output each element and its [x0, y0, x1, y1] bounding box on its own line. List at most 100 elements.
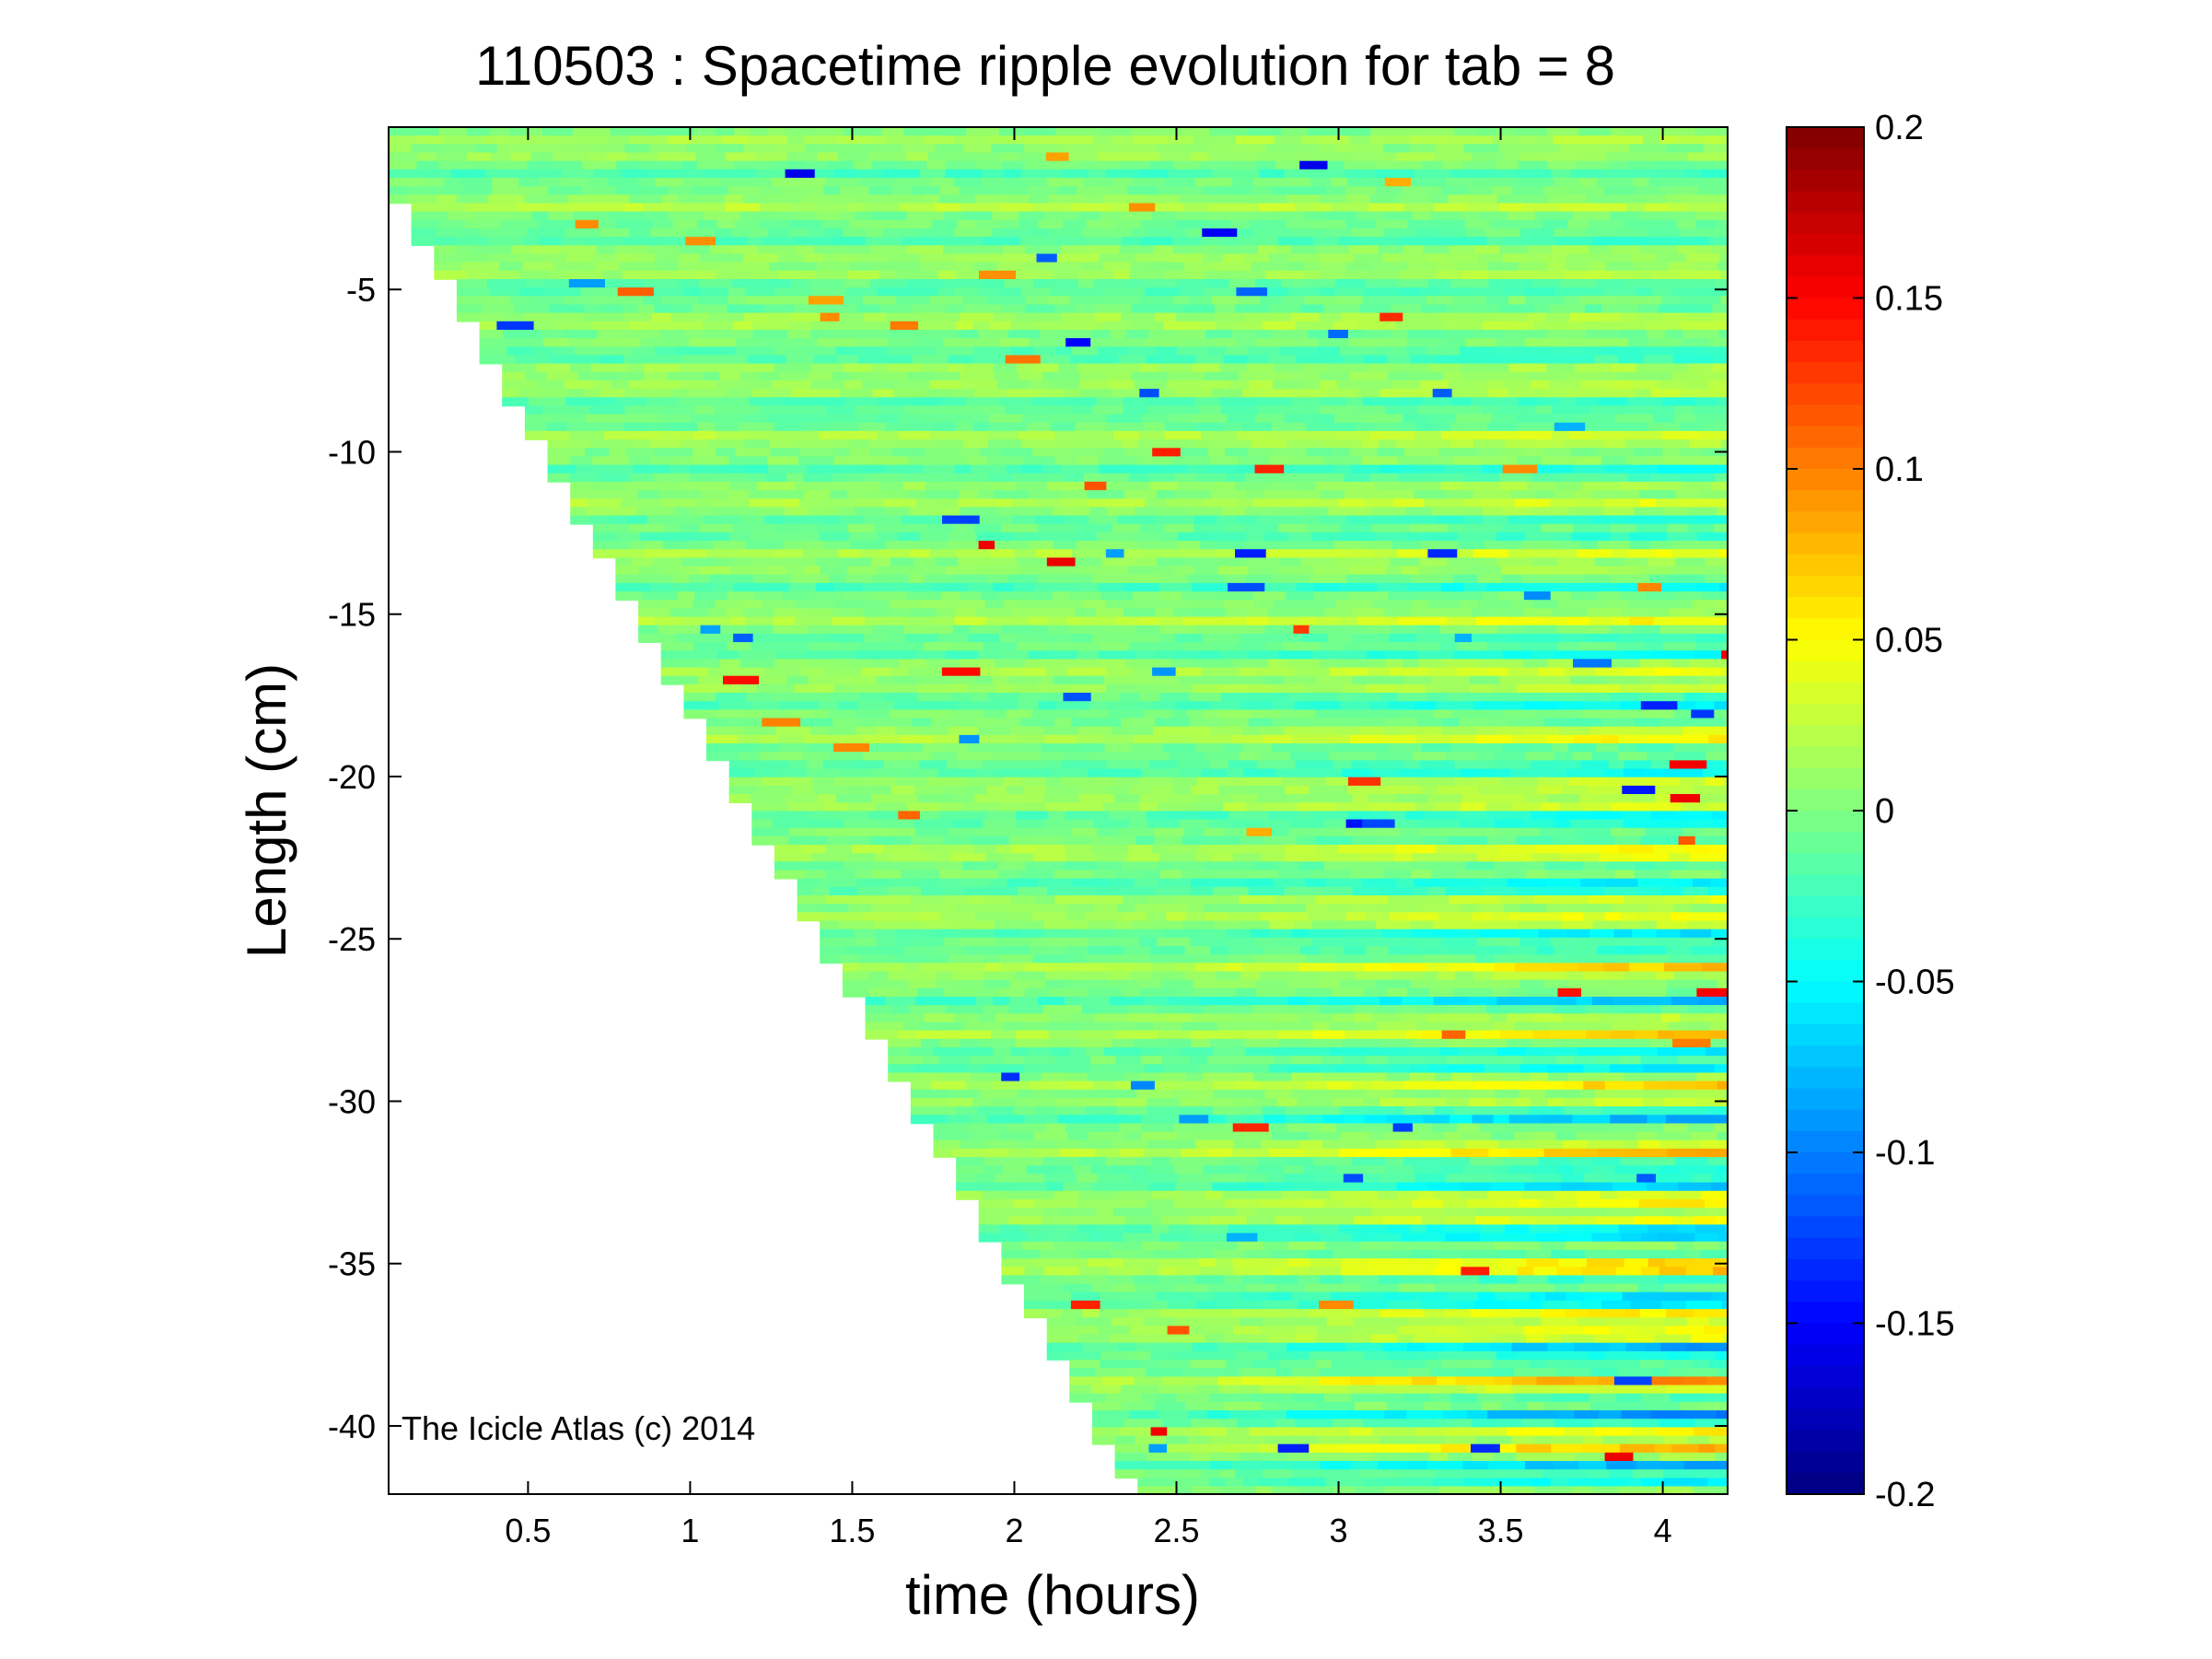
heatmap-cell: [1299, 160, 1329, 170]
heatmap-cell: [1200, 794, 1218, 803]
heatmap-cell: [1459, 718, 1490, 728]
heatmap-cell: [1605, 464, 1642, 474]
heatmap-cell: [1718, 330, 1729, 339]
heatmap-cell: [1424, 811, 1458, 821]
heatmap-cell: [1033, 1148, 1061, 1158]
heatmap-cell: [1664, 768, 1705, 778]
heatmap-cell: [1093, 144, 1123, 154]
heatmap-cell: [1089, 169, 1107, 179]
heatmap-cell: [825, 870, 856, 880]
heatmap-cell: [1686, 312, 1715, 322]
heatmap-cell: [956, 422, 973, 432]
heatmap-cell: [1612, 904, 1649, 914]
heatmap-cell: [690, 414, 717, 424]
heatmap-cell: [1612, 616, 1631, 626]
heatmap-cell: [738, 549, 774, 559]
heatmap-cell: [1428, 279, 1452, 288]
heatmap-cell: [728, 574, 755, 584]
heatmap-cell: [1327, 997, 1363, 1006]
heatmap-cell: [818, 878, 858, 888]
heatmap-cell: [1659, 135, 1679, 146]
heatmap-cell: [1193, 802, 1224, 812]
heatmap-cell: [1401, 937, 1421, 947]
heatmap-cell: [1123, 397, 1147, 407]
heatmap-cell: [1453, 987, 1493, 998]
heatmap-cell: [547, 473, 570, 483]
heatmap-cell: [1011, 904, 1036, 914]
heatmap-cell: [1659, 380, 1687, 390]
heatmap-cell: [1440, 481, 1461, 491]
heatmap-cell: [1173, 211, 1211, 221]
heatmap-cell: [1216, 616, 1249, 626]
heatmap-cell: [890, 608, 911, 618]
heatmap-cell: [1322, 1139, 1343, 1150]
heatmap-cell: [1004, 178, 1026, 187]
heatmap-cell: [657, 481, 682, 491]
heatmap-cell: [828, 709, 857, 719]
heatmap-cell: [1712, 683, 1729, 694]
heatmap-cell: [660, 675, 699, 685]
heatmap-cell: [1286, 219, 1311, 229]
heatmap-cell: [1378, 1005, 1398, 1015]
heatmap-cell: [935, 144, 964, 154]
heatmap-cell: [1319, 312, 1343, 322]
heatmap-cell: [1603, 886, 1638, 896]
heatmap-cell: [972, 355, 1007, 365]
heatmap-cell: [1071, 203, 1111, 213]
heatmap-cell: [1172, 245, 1193, 255]
heatmap-cell: [1656, 498, 1682, 508]
heatmap-cell: [1228, 144, 1267, 154]
heatmap-cell: [1052, 768, 1089, 778]
heatmap-cell: [786, 262, 818, 272]
heatmap-cell: [509, 228, 529, 238]
heatmap-cell: [960, 1038, 981, 1048]
heatmap-cell: [1362, 541, 1392, 551]
heatmap-cell: [1605, 262, 1635, 272]
heatmap-cell: [1130, 262, 1148, 272]
heatmap-cell: [1714, 616, 1729, 626]
heatmap-cell: [779, 768, 808, 778]
heatmap-cell: [700, 287, 729, 298]
heatmap-cell: [1476, 752, 1496, 762]
heatmap-cell: [615, 582, 651, 592]
heatmap-cell: [1588, 895, 1625, 905]
heatmap-cell: [1213, 1081, 1235, 1091]
heatmap-cell: [1083, 473, 1101, 483]
heatmap-cell: [1169, 600, 1196, 610]
heatmap-cell: [1365, 279, 1399, 288]
heatmap-cell: [1408, 371, 1444, 381]
heatmap-cell: [633, 346, 656, 356]
heatmap-cell: [1585, 422, 1622, 432]
heatmap-cell: [640, 338, 664, 348]
heatmap-cell: [683, 625, 702, 635]
heatmap-cell: [1545, 1089, 1580, 1099]
heatmap-cell: [1134, 760, 1150, 770]
heatmap-cell: [680, 650, 718, 660]
heatmap-cell: [1592, 430, 1626, 440]
heatmap-cell: [752, 633, 790, 643]
heatmap-cell: [1443, 683, 1471, 694]
heatmap-cell: [960, 203, 1000, 213]
heatmap-cell: [1547, 160, 1578, 170]
heatmap-cell: [1396, 1005, 1418, 1015]
heatmap-cell: [1077, 279, 1095, 288]
heatmap-cell: [1297, 802, 1336, 812]
heatmap-cell: [1229, 954, 1254, 964]
heatmap-cell: [877, 430, 900, 440]
heatmap-cell: [1470, 1022, 1494, 1032]
heatmap-cell: [1295, 895, 1316, 905]
heatmap-cell: [1219, 650, 1249, 660]
heatmap-cell: [1620, 422, 1649, 432]
heatmap-cell: [1127, 574, 1162, 584]
heatmap-cell: [1341, 1139, 1377, 1150]
heatmap-cell: [1710, 878, 1729, 888]
heatmap-cell: [825, 845, 853, 854]
heatmap-cell: [1667, 574, 1706, 584]
heatmap-cell: [638, 608, 671, 618]
heatmap-cell: [574, 211, 611, 221]
heatmap-cell: [772, 819, 808, 829]
heatmap-cell: [820, 920, 840, 930]
heatmap-cell: [1278, 650, 1313, 660]
heatmap-cell: [1713, 312, 1729, 322]
heatmap-cell: [1318, 1064, 1336, 1074]
